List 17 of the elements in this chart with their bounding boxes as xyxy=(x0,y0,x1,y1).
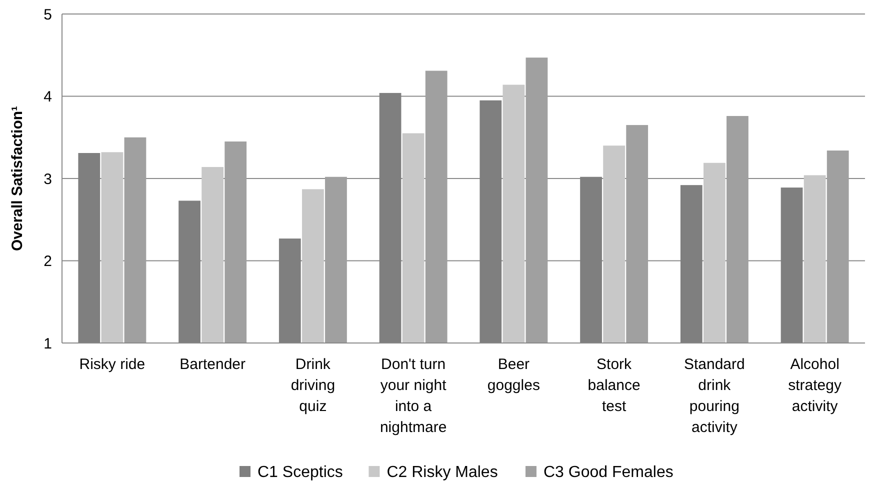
y-tick-label: 3 xyxy=(44,170,52,188)
y-tick-label: 1 xyxy=(44,335,52,352)
x-tick-label: Bartender xyxy=(180,356,246,373)
x-tick-label: Don't turn your night into a nightmare xyxy=(380,356,448,436)
legend-label: C3 Good Females xyxy=(544,464,674,481)
y-tick-label: 5 xyxy=(44,6,52,24)
x-tick-label: Alcohol strategy activity xyxy=(788,356,842,415)
x-tick-label: Risky ride xyxy=(79,356,146,373)
x-tick-label: Standard drink pouring activity xyxy=(684,356,745,436)
y-tick-label: 2 xyxy=(44,253,52,270)
y-axis-title: Overall Satisfaction¹ xyxy=(9,106,26,252)
legend-label: C2 Risky Males xyxy=(386,464,498,481)
x-tick-label: Stork balance test xyxy=(588,356,640,415)
legend-label: C1 Sceptics xyxy=(258,464,343,481)
x-tick-label: Beer goggles xyxy=(487,356,540,394)
x-tick-label: Drink driving quiz xyxy=(290,356,336,415)
y-tick-label: 4 xyxy=(44,88,52,106)
